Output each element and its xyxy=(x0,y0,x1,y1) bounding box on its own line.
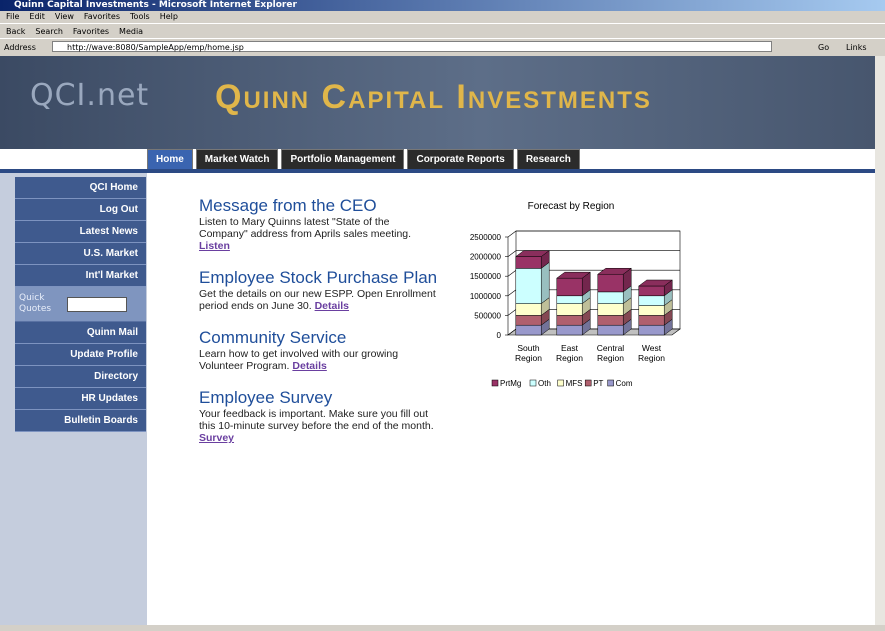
x-tick-label: Central Region xyxy=(591,343,631,363)
article-text: Your feedback is important. Make sure yo… xyxy=(199,408,434,432)
nav-item[interactable]: U.S. Market xyxy=(15,243,146,265)
article-text: Listen to Mary Quinns latest "State of t… xyxy=(199,216,411,240)
scrollbar[interactable] xyxy=(875,56,885,625)
menu-item[interactable]: View xyxy=(55,12,74,21)
x-tick-label: West Region xyxy=(632,343,672,363)
toolbar: Back Search Favorites Media xyxy=(0,23,885,39)
browser-window: Quinn Capital Investments - Microsoft In… xyxy=(0,0,885,631)
nav-item[interactable]: HR Updates xyxy=(15,388,146,410)
menu-item[interactable]: File xyxy=(6,12,19,21)
menu-item[interactable]: Help xyxy=(160,12,178,21)
toolbar-button[interactable]: Favorites xyxy=(73,27,109,36)
article-link[interactable]: Details xyxy=(315,300,349,312)
address-label: Address xyxy=(4,43,36,52)
article-link[interactable]: Survey xyxy=(199,432,234,444)
nav-item[interactable]: Latest News xyxy=(15,221,146,243)
site-header: QCI.net Quinn Capital Investments xyxy=(0,56,875,149)
tab[interactable]: Portfolio Management xyxy=(281,149,404,170)
nav-item[interactable]: Update Profile xyxy=(15,344,146,366)
menu-item[interactable]: Favorites xyxy=(84,12,120,21)
article-heading: Community Service xyxy=(199,328,439,348)
quick-quotes: Quick Quotes xyxy=(15,287,146,322)
x-tick-label: South Region xyxy=(509,343,549,363)
article-heading: Message from the CEO xyxy=(199,196,439,216)
quick-quotes-label: Quick Quotes xyxy=(19,293,59,315)
toolbar-button[interactable]: Search xyxy=(35,27,62,36)
article-body: Your feedback is important. Make sure yo… xyxy=(199,408,439,444)
article-heading: Employee Stock Purchase Plan xyxy=(199,268,439,288)
menu-item[interactable]: Edit xyxy=(29,12,45,21)
menu-bar: File Edit View Favorites Tools Help xyxy=(0,11,885,23)
tab[interactable]: Market Watch xyxy=(196,149,279,170)
tab[interactable]: Corporate Reports xyxy=(407,149,513,170)
menu-item[interactable]: Tools xyxy=(130,12,150,21)
links-button[interactable]: Links xyxy=(846,39,867,56)
article-body: Listen to Mary Quinns latest "State of t… xyxy=(199,216,439,252)
toolbar-button[interactable]: Media xyxy=(119,27,143,36)
article-link[interactable]: Listen xyxy=(199,240,230,252)
tab[interactable]: Home xyxy=(147,149,193,170)
go-button[interactable]: Go xyxy=(818,39,829,56)
x-tick-label: East Region xyxy=(550,343,590,363)
logo[interactable]: QCI.net xyxy=(30,78,149,113)
tab[interactable]: Research xyxy=(517,149,580,170)
nav-item[interactable]: Log Out xyxy=(15,199,146,221)
title-bar: Quinn Capital Investments - Microsoft In… xyxy=(0,0,885,11)
nav-item[interactable]: Directory xyxy=(15,366,146,388)
status-bar xyxy=(0,625,885,631)
url-field[interactable]: http://wave:8080/SampleApp/emp/home.jsp xyxy=(52,41,772,52)
nav-item[interactable]: Quinn Mail xyxy=(15,322,146,344)
nav-item[interactable]: Int'l Market xyxy=(15,265,146,287)
article-body: Learn how to get involved with our growi… xyxy=(199,348,439,372)
site-title: Quinn Capital Investments xyxy=(215,78,652,117)
article-link[interactable]: Details xyxy=(292,360,326,372)
nav-item[interactable]: Bulletin Boards xyxy=(15,410,146,432)
quick-quotes-input[interactable] xyxy=(67,297,127,312)
article-body: Get the details on our new ESPP. Open En… xyxy=(199,288,439,312)
toolbar-button[interactable]: Back xyxy=(6,27,25,36)
article-heading: Employee Survey xyxy=(199,388,439,408)
nav-item[interactable]: QCI Home xyxy=(15,177,146,199)
